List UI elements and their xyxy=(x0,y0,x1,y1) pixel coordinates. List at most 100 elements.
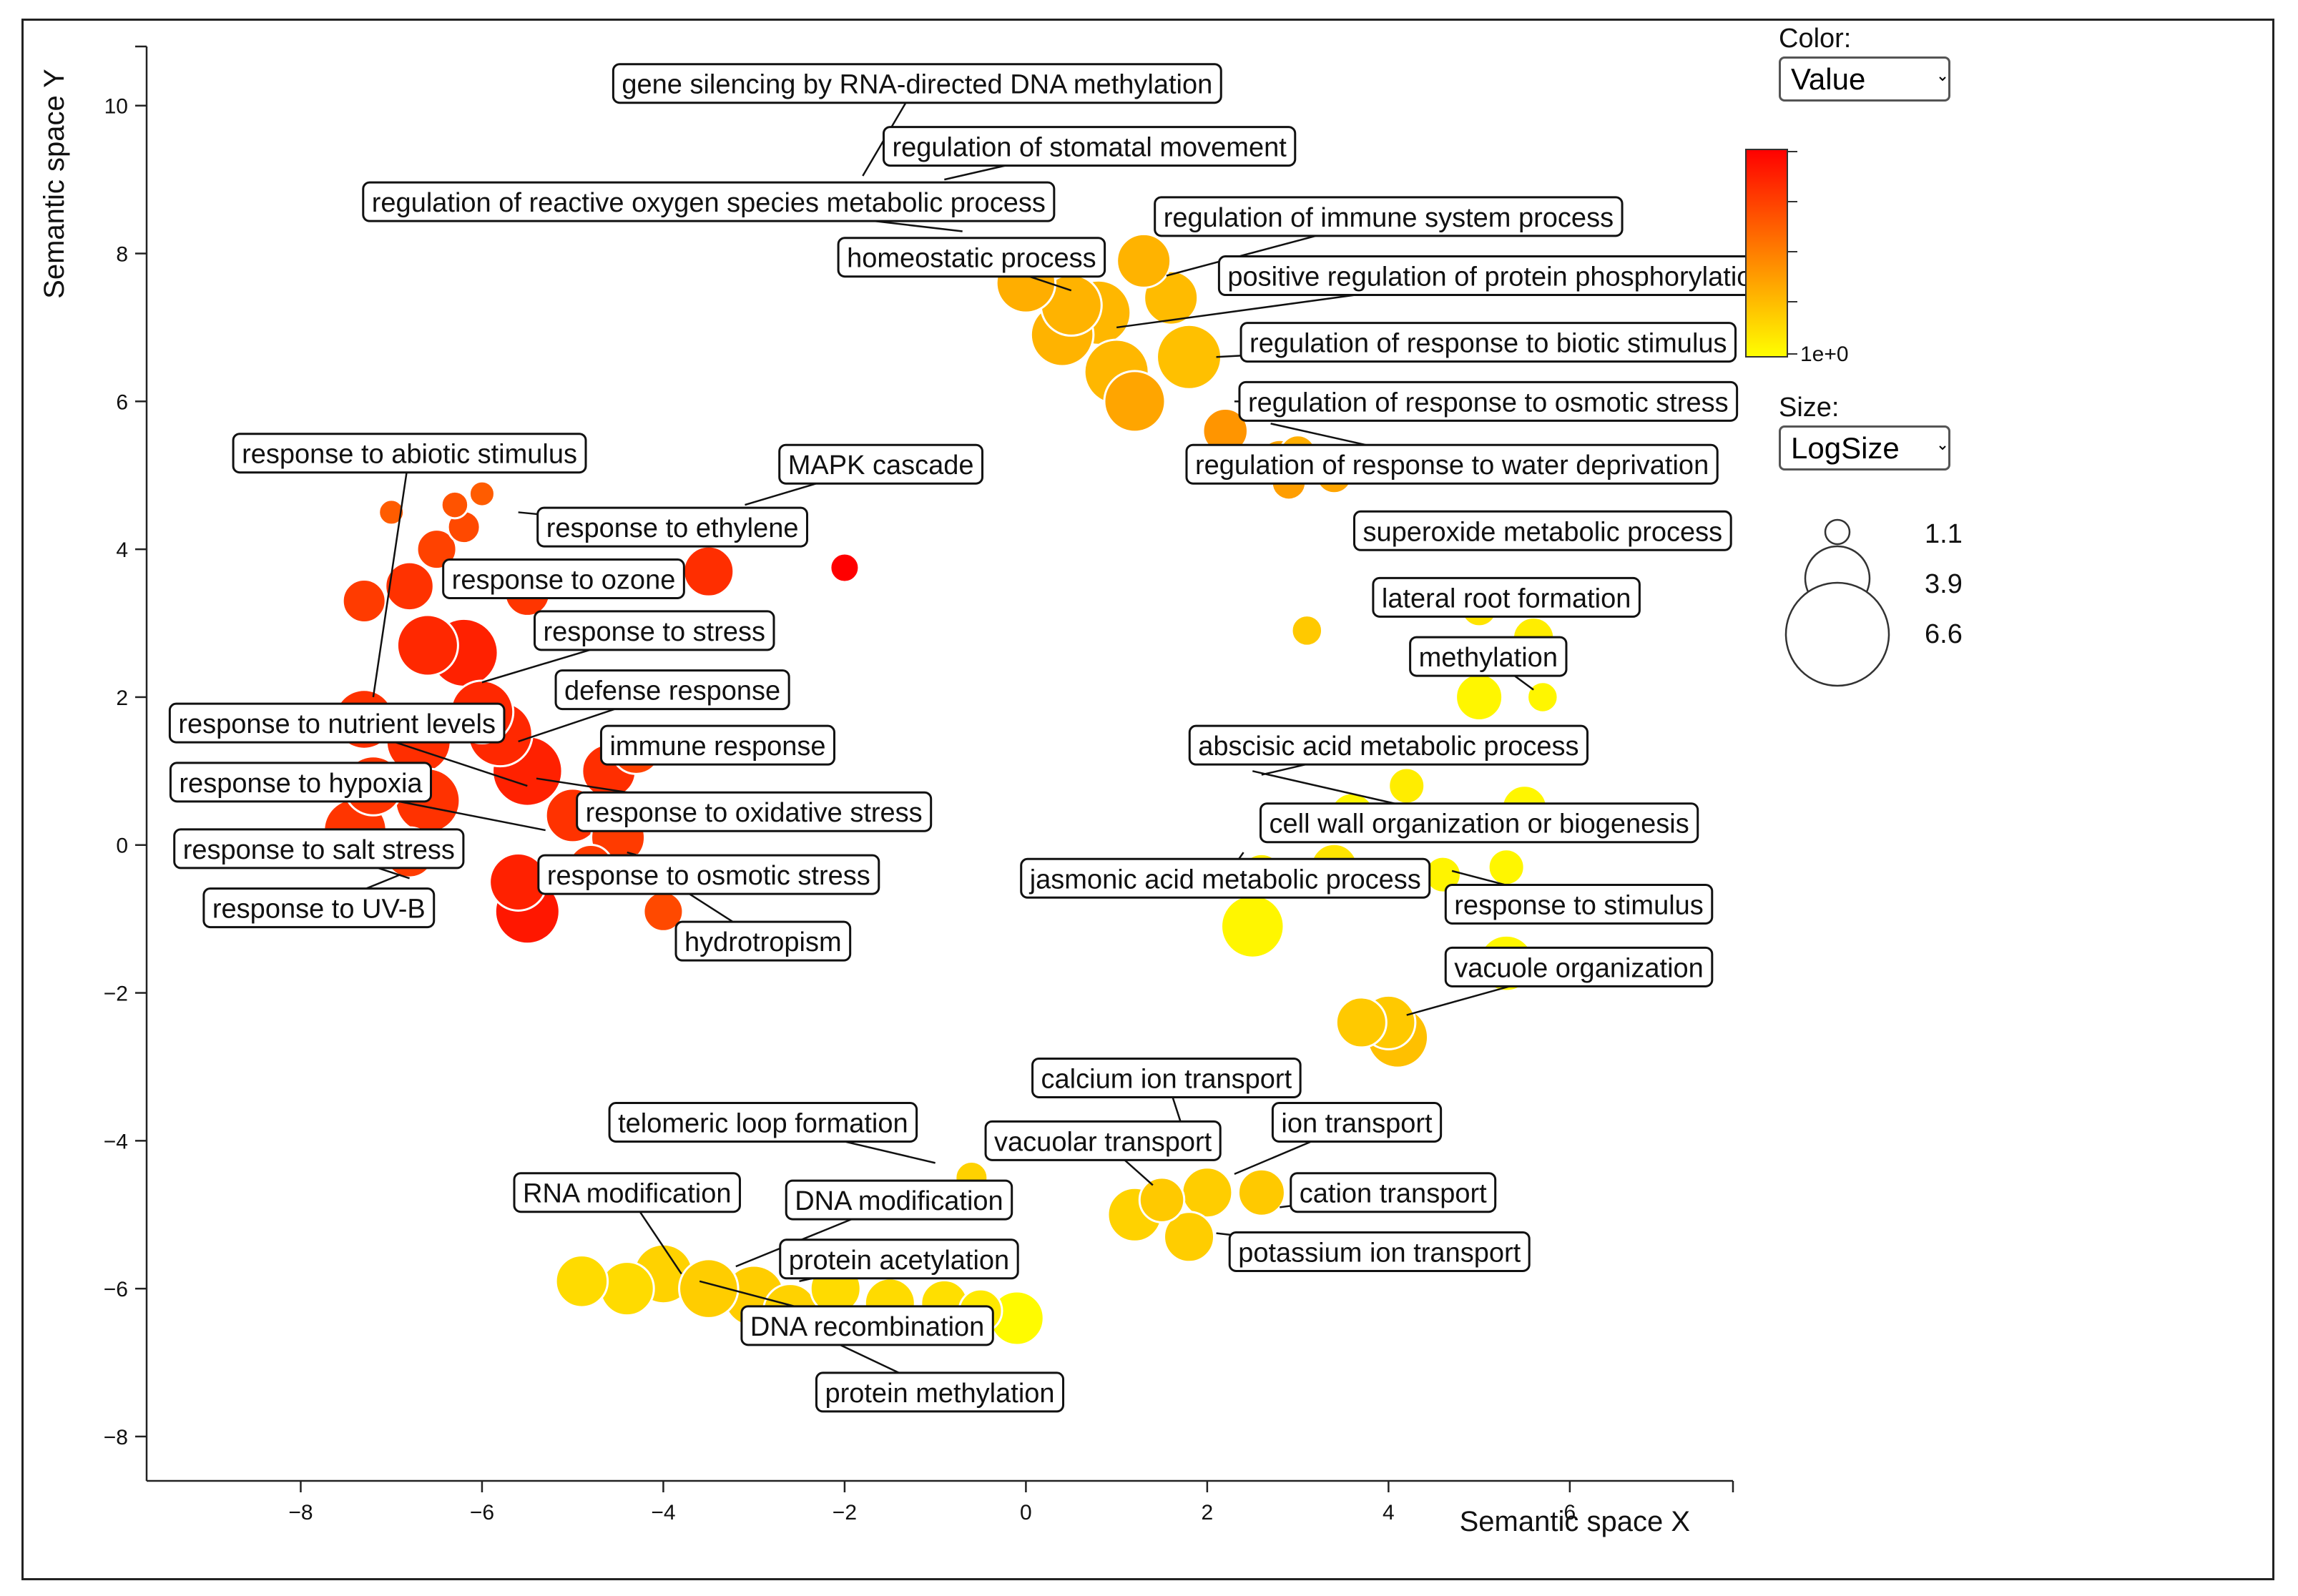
annotation-text: response to stimulus xyxy=(1454,890,1704,920)
bubble-point xyxy=(829,552,860,583)
annotation-text: response to hypoxia xyxy=(179,769,423,799)
y-tick-label: 2 xyxy=(116,686,128,710)
annotation-text: response to salt stress xyxy=(183,835,455,865)
bubble-point xyxy=(1455,672,1504,721)
bubble-annotation: regulation of immune system process xyxy=(1154,196,1624,237)
annotation-text: vacuolar transport xyxy=(994,1127,1212,1157)
y-axis-label: Semantic space Y xyxy=(39,69,70,299)
x-tick-label: −4 xyxy=(651,1501,675,1524)
annotation-text: vacuole organization xyxy=(1454,953,1704,983)
annotation-box xyxy=(1238,380,1739,422)
bubble-plot: −8 −6 −4 −2 0 2 4 6 10 8 6 4 2 0 −2 −4 −6 −8 gene silenci… xyxy=(39,45,1963,1537)
bubble-annotation: response to nutrient levels xyxy=(168,702,506,744)
bubble-annotation: vacuolar transport xyxy=(984,1120,1222,1161)
bubble-annotation: response to salt stress xyxy=(173,828,465,870)
bubble-point xyxy=(1181,1166,1234,1219)
annotation-box xyxy=(740,1305,994,1346)
bubble-point xyxy=(468,480,496,508)
annotation-box xyxy=(599,724,836,766)
annotation-text: jasmonic acid metabolic process xyxy=(1029,864,1421,895)
annotation-box xyxy=(537,854,880,895)
bubble-annotation: regulation of response to osmotic stress xyxy=(1238,380,1739,422)
annotation-text: response to abiotic stimulus xyxy=(242,440,577,470)
annotation-text: RNA modification xyxy=(523,1179,731,1209)
bubble-annotation: RNA modification xyxy=(513,1172,741,1213)
bubble-annotation: superoxide metabolic process xyxy=(1352,510,1732,551)
annotation-box xyxy=(1372,576,1641,618)
annotation-text: lateral root formation xyxy=(1382,583,1631,614)
annotation-box xyxy=(1271,1102,1443,1143)
annotation-box xyxy=(1188,724,1589,766)
x-tick-label: −8 xyxy=(288,1501,313,1524)
annotation-box xyxy=(608,1102,918,1143)
bubble-annotation: regulation of stomatal movement xyxy=(882,126,1297,167)
annotation-box xyxy=(513,1172,741,1213)
annotation-box xyxy=(1444,883,1714,925)
annotation-box xyxy=(1444,946,1714,987)
annotation-box xyxy=(202,887,436,929)
annotation-text: defense response xyxy=(564,676,780,706)
size-select[interactable]: LogSize xyxy=(1779,425,1950,471)
bubble-point xyxy=(1103,370,1167,433)
annotation-text: response to stress xyxy=(544,617,765,647)
bubble-labels: gene silencing by RNA-directed DNA methy… xyxy=(168,63,1777,1413)
bubble-point xyxy=(396,614,459,677)
y-tick-label: 0 xyxy=(116,834,128,858)
y-tick-label: −8 xyxy=(104,1426,128,1449)
annotation-box xyxy=(779,1238,1019,1280)
annotation-box xyxy=(1352,510,1732,551)
annotation-box xyxy=(1239,322,1737,363)
x-axis-label: Semantic space X xyxy=(1460,1506,1690,1537)
bubble-point xyxy=(1290,614,1324,647)
annotation-text: positive regulation of protein phosphory… xyxy=(1227,262,1767,292)
size-legend-large xyxy=(1784,581,1890,687)
annotation-box xyxy=(232,433,587,474)
bubble-point xyxy=(1335,996,1388,1049)
bubble-annotation: telomeric loop formation xyxy=(608,1102,918,1143)
bubble-annotation: regulation of reactive oxygen species me… xyxy=(362,181,1056,222)
y-tick-label: −6 xyxy=(104,1278,128,1301)
bubble-annotation: cation transport xyxy=(1290,1172,1497,1213)
bubble-point xyxy=(1487,848,1526,887)
annotation-box xyxy=(785,1179,1013,1221)
bubble-point xyxy=(599,1261,655,1317)
bubble-annotation: defense response xyxy=(554,669,790,711)
annotation-text: hydrotropism xyxy=(684,927,842,957)
color-scale-bar xyxy=(1745,149,1788,358)
bubble-annotation: response to UV-B xyxy=(202,887,436,929)
bubble-annotation: positive regulation of protein phosphory… xyxy=(1217,255,1777,297)
bubble-point xyxy=(1237,1168,1286,1217)
y-tick-label: 6 xyxy=(116,390,128,414)
color-scale-tick-label: 1e+0 xyxy=(1800,343,1849,366)
bubble-point xyxy=(682,545,735,598)
axes: −8 −6 −4 −2 0 2 4 6 10 8 6 4 2 0 −2 −4 −6 −8 xyxy=(104,45,1734,1524)
annotation-box xyxy=(554,669,790,711)
annotation-box xyxy=(576,791,933,832)
bubble-annotation: homeostatic process xyxy=(837,237,1106,278)
annotation-box xyxy=(1290,1172,1497,1213)
bubble-annotation: MAPK cascade xyxy=(778,443,984,485)
bubble-point xyxy=(678,1258,740,1319)
bubble-annotation: vacuole organization xyxy=(1444,946,1714,987)
annotation-text: gene silencing by RNA-directed DNA methy… xyxy=(622,70,1212,100)
annotation-box xyxy=(1409,636,1568,677)
y-tick-label: −2 xyxy=(104,982,128,1006)
annotation-box xyxy=(984,1120,1222,1161)
annotation-leader-line xyxy=(372,453,411,698)
annotation-box xyxy=(837,237,1106,278)
bubble-point xyxy=(554,1254,609,1309)
bubble-point xyxy=(440,490,470,520)
x-tick-label: 4 xyxy=(1383,1501,1395,1524)
bubble-annotation: response to abiotic stimulus xyxy=(232,433,587,474)
color-select[interactable]: Value xyxy=(1779,56,1950,102)
annotation-box xyxy=(173,828,465,870)
bubble-annotation: immune response xyxy=(599,724,836,766)
x-tick-label: −6 xyxy=(470,1501,494,1524)
annotation-text: regulation of stomatal movement xyxy=(892,133,1287,163)
color-control-label: Color: xyxy=(1779,24,1852,54)
size-legend-small xyxy=(1824,518,1851,546)
size-control-label: Size: xyxy=(1779,393,1840,423)
annotation-text: methylation xyxy=(1419,643,1558,673)
bubble-annotation: DNA recombination xyxy=(740,1305,994,1346)
annotation-text: immune response xyxy=(609,732,825,762)
